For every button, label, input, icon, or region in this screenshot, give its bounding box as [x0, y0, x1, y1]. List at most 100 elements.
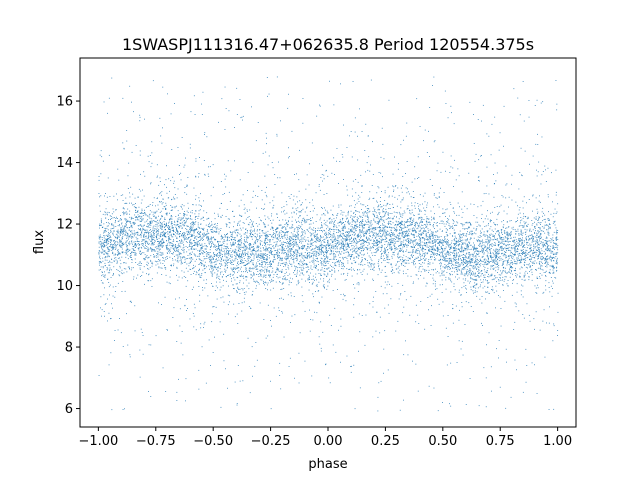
data-point [337, 232, 339, 233]
data-point [403, 227, 405, 229]
data-point [336, 248, 338, 250]
data-point [360, 234, 362, 236]
data-point [381, 230, 383, 232]
data-point [539, 329, 541, 331]
data-point [491, 229, 493, 231]
data-point [412, 227, 414, 229]
data-point [344, 257, 346, 258]
data-point [150, 255, 152, 257]
data-point [490, 244, 491, 246]
data-point [443, 241, 444, 243]
data-point [388, 195, 390, 197]
data-point [400, 244, 402, 246]
data-point [200, 227, 202, 229]
data-point [282, 247, 284, 249]
data-point [446, 234, 448, 235]
data-point [111, 224, 113, 226]
data-point [426, 283, 428, 285]
data-point [141, 208, 143, 210]
data-point [262, 209, 264, 210]
data-point [156, 224, 158, 226]
data-point [157, 260, 159, 262]
data-point [397, 267, 399, 269]
data-point [160, 232, 162, 234]
data-point [431, 269, 433, 271]
data-point [214, 239, 216, 241]
data-point [350, 230, 351, 232]
data-point [470, 277, 472, 278]
data-point [483, 233, 485, 235]
data-point [277, 227, 279, 229]
data-point [469, 273, 471, 275]
data-point [338, 254, 339, 256]
data-point [416, 258, 418, 259]
data-point [492, 235, 494, 237]
data-point [302, 263, 303, 265]
data-point [209, 222, 210, 224]
data-point [320, 269, 322, 271]
data-point [334, 258, 336, 260]
data-point [186, 231, 188, 233]
data-point [220, 406, 222, 408]
data-point [546, 243, 547, 245]
data-point [190, 248, 192, 249]
data-point [341, 223, 342, 225]
data-point [159, 226, 161, 228]
data-point [370, 266, 372, 268]
data-point [170, 247, 172, 249]
data-point [408, 232, 410, 234]
data-point [380, 228, 382, 230]
data-point [158, 249, 160, 251]
data-point [287, 220, 289, 222]
data-point [201, 244, 203, 246]
data-point [477, 221, 479, 223]
data-point [318, 239, 320, 241]
data-point [329, 229, 330, 231]
data-point [208, 237, 209, 239]
data-point [348, 269, 350, 270]
data-point [442, 266, 444, 268]
data-point [361, 192, 363, 193]
data-point [430, 242, 432, 244]
data-point [309, 211, 311, 212]
data-point [123, 208, 125, 210]
data-point [506, 256, 507, 258]
data-point [444, 249, 446, 251]
data-point [139, 216, 141, 218]
data-point [207, 254, 209, 256]
data-point [516, 257, 518, 259]
data-point [433, 216, 435, 218]
data-point [168, 251, 170, 252]
data-point [265, 258, 267, 260]
data-point [225, 271, 226, 273]
data-point [505, 251, 507, 253]
data-point [326, 220, 328, 222]
data-point [287, 243, 289, 245]
data-point [278, 310, 280, 311]
data-point [279, 244, 281, 246]
data-point [208, 265, 210, 267]
data-point [236, 290, 237, 292]
data-point [152, 242, 154, 244]
data-point [238, 254, 240, 256]
data-point [497, 244, 499, 246]
data-point [446, 208, 448, 210]
data-point [495, 233, 496, 235]
data-point [175, 229, 177, 231]
data-point [338, 240, 340, 242]
data-point [250, 308, 252, 309]
data-point [465, 248, 467, 249]
data-point [440, 242, 442, 244]
data-point [373, 267, 375, 268]
data-point [550, 265, 552, 267]
data-point [204, 132, 206, 134]
data-point [160, 235, 162, 237]
data-point [185, 217, 187, 219]
data-point [143, 171, 145, 173]
data-point [267, 254, 269, 255]
data-point [153, 233, 155, 234]
data-point [337, 229, 339, 230]
data-point [282, 249, 283, 251]
data-point [456, 271, 458, 272]
data-point [144, 175, 146, 177]
